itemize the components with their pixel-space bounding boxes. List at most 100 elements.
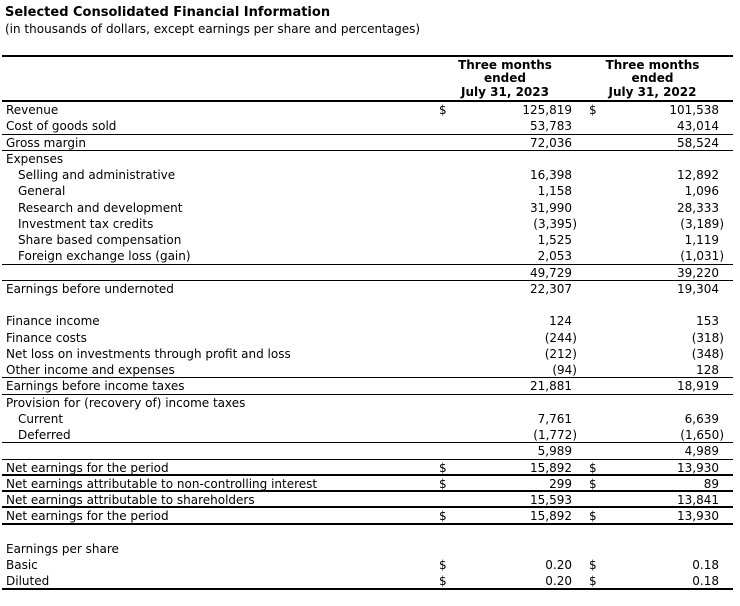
value-2023: 21,881 — [530, 379, 572, 394]
row-label: Revenue — [6, 103, 59, 118]
row-label: Foreign exchange loss (gain) — [18, 249, 191, 264]
value-2022: (3,189) — [680, 216, 724, 231]
dollar-sign-2022: $ — [589, 460, 597, 475]
value-2023: 15,892 — [530, 509, 572, 524]
dollar-sign-2022: $ — [589, 509, 597, 524]
row-label: Net earnings attributable to non-control… — [6, 476, 318, 491]
table-row: Net earnings for the period $15,892 $13,93… — [2, 508, 733, 525]
table-row: Provision for (recovery of) income taxes — [2, 395, 733, 411]
dollar-sign-2023: $ — [439, 558, 447, 573]
row-label: Basic — [6, 558, 38, 573]
table-row — [2, 525, 733, 541]
table-row: Revenue $125,819 $101,538 — [2, 102, 733, 118]
table-row: Expenses — [2, 151, 733, 167]
value-2023: 0.20 — [545, 574, 572, 589]
value-2022: 128 — [696, 363, 719, 378]
table-row: General 1,158 1,096 — [2, 183, 733, 199]
value-2022: 6,639 — [684, 411, 719, 426]
row-label: Finance costs — [6, 330, 87, 345]
value-2023: 2,053 — [537, 249, 572, 264]
value-2022: 0.18 — [692, 574, 719, 589]
table-row: Gross margin 72,036 58,524 — [2, 135, 733, 151]
table-row: Research and development 31,990 28,333 — [2, 200, 733, 216]
dollar-sign-2023: $ — [439, 574, 447, 589]
value-2023: 15,892 — [530, 460, 572, 475]
table-header-row: Three months ended July 31, 2023 Three m… — [2, 55, 733, 103]
table-row: Net loss on investments through profit a… — [2, 346, 733, 362]
table-row: Net earnings for the period $15,892 $13,93… — [2, 460, 733, 476]
value-2023: 22,307 — [530, 281, 572, 296]
value-2022: 13,841 — [677, 493, 719, 508]
value-2023: (244) — [544, 330, 577, 345]
row-label: Cost of goods sold — [6, 119, 117, 134]
value-2022: 101,538 — [669, 103, 719, 118]
value-2022: 18,919 — [677, 379, 719, 394]
value-2023: 299 — [549, 476, 572, 491]
dollar-sign-2023: $ — [439, 509, 447, 524]
table-row: Finance income 124 153 — [2, 313, 733, 329]
column-heading-2022: Three months ended July 31, 2022 — [605, 58, 700, 99]
value-2023: 7,761 — [537, 411, 572, 426]
row-label: Research and development — [18, 200, 183, 215]
table-row: Earnings before income taxes 21,881 18,919 — [2, 378, 733, 395]
row-label: Current — [18, 411, 64, 426]
row-label: Net earnings attributable to shareholder… — [6, 493, 255, 508]
value-2023: 72,036 — [530, 135, 572, 150]
value-2022: 12,892 — [677, 168, 719, 183]
table-row: Earnings per share — [2, 541, 733, 557]
page-title: Selected Consolidated Financial Informat… — [5, 5, 331, 20]
row-label: General — [18, 184, 66, 199]
table-row: Selling and administrative 16,398 12,892 — [2, 167, 733, 183]
value-2022: 89 — [703, 476, 719, 491]
value-2022: 13,930 — [677, 509, 719, 524]
value-2022: 4,989 — [684, 444, 719, 459]
row-label: Finance income — [6, 314, 100, 329]
table-row: Foreign exchange loss (gain) 2,053 (1,031) — [2, 248, 733, 265]
table-row: Basic $0.20 $0.18 — [2, 557, 733, 573]
table-row: Deferred (1,772) (1,650) — [2, 427, 733, 444]
row-label: Expenses — [6, 151, 64, 166]
value-2022: 1,096 — [684, 184, 719, 199]
value-2023: 124 — [549, 314, 572, 329]
table-row: Share based compensation 1,525 1,119 — [2, 232, 733, 248]
value-2023: 31,990 — [530, 200, 572, 215]
table-row: 49,729 39,220 — [2, 265, 733, 281]
dollar-sign-2023: $ — [439, 103, 447, 118]
table-row: Cost of goods sold 53,783 43,014 — [2, 118, 733, 135]
value-2023: 53,783 — [530, 119, 572, 134]
value-2023: 125,819 — [522, 103, 572, 118]
row-label: Other income and expenses — [6, 363, 175, 378]
value-2022: 13,930 — [677, 460, 719, 475]
row-label: Net loss on investments through profit a… — [6, 346, 291, 361]
page-subtitle: (in thousands of dollars, except earning… — [5, 22, 421, 36]
row-label: Investment tax credits — [18, 216, 154, 231]
value-2023: 49,729 — [530, 265, 572, 280]
table-row: Net earnings attributable to shareholder… — [2, 492, 733, 509]
table-row: Finance costs (244) (318) — [2, 330, 733, 346]
dollar-sign-2022: $ — [589, 574, 597, 589]
dollar-sign-2023: $ — [439, 460, 447, 475]
row-label: Deferred — [18, 428, 71, 443]
dollar-sign-2022: $ — [589, 476, 597, 491]
row-label: Net earnings for the period — [6, 509, 169, 524]
row-label: Share based compensation — [18, 233, 182, 248]
value-2022: 58,524 — [677, 135, 719, 150]
value-2022: 0.18 — [692, 558, 719, 573]
row-label: Diluted — [6, 574, 50, 589]
table-row: Earnings before undernoted 22,307 19,304 — [2, 281, 733, 297]
value-2022: (348) — [691, 346, 724, 361]
value-2023: (212) — [544, 346, 577, 361]
row-label: Earnings per share — [6, 541, 119, 556]
value-2023: 16,398 — [530, 168, 572, 183]
row-label: Earnings before income taxes — [6, 379, 185, 394]
value-2022: 1,119 — [684, 233, 719, 248]
table-row: Diluted $0.20 $0.18 — [2, 573, 733, 590]
row-label: Provision for (recovery of) income taxes — [6, 395, 246, 410]
dollar-sign-2023: $ — [439, 476, 447, 491]
value-2023: 0.20 — [545, 558, 572, 573]
value-2023: 1,525 — [537, 233, 572, 248]
value-2022: (1,031) — [680, 249, 724, 264]
value-2022: 19,304 — [677, 281, 719, 296]
row-label: Gross margin — [6, 135, 86, 150]
value-2022: 39,220 — [677, 265, 719, 280]
